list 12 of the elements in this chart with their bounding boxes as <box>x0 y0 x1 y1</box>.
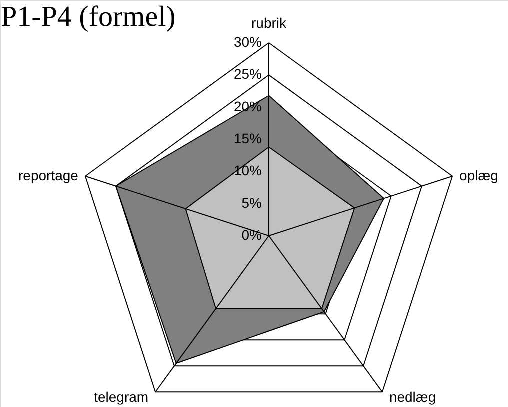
spoke-label: nedlæg <box>389 389 436 406</box>
y-tick-label: 15% <box>234 130 262 146</box>
spoke-label: oplæg <box>460 167 498 184</box>
y-tick-label: 0% <box>242 227 262 243</box>
y-tick-label: 30% <box>234 34 262 50</box>
y-tick-label: 5% <box>242 194 262 211</box>
y-tick-label: 10% <box>234 162 262 179</box>
spoke-label: rubrik <box>251 15 288 31</box>
y-tick-label: 25% <box>234 66 262 82</box>
spoke-label: telegram <box>94 389 149 406</box>
spoke-label: reportage <box>18 167 79 184</box>
chart-title: P1-P4 (formel) <box>1 1 176 33</box>
